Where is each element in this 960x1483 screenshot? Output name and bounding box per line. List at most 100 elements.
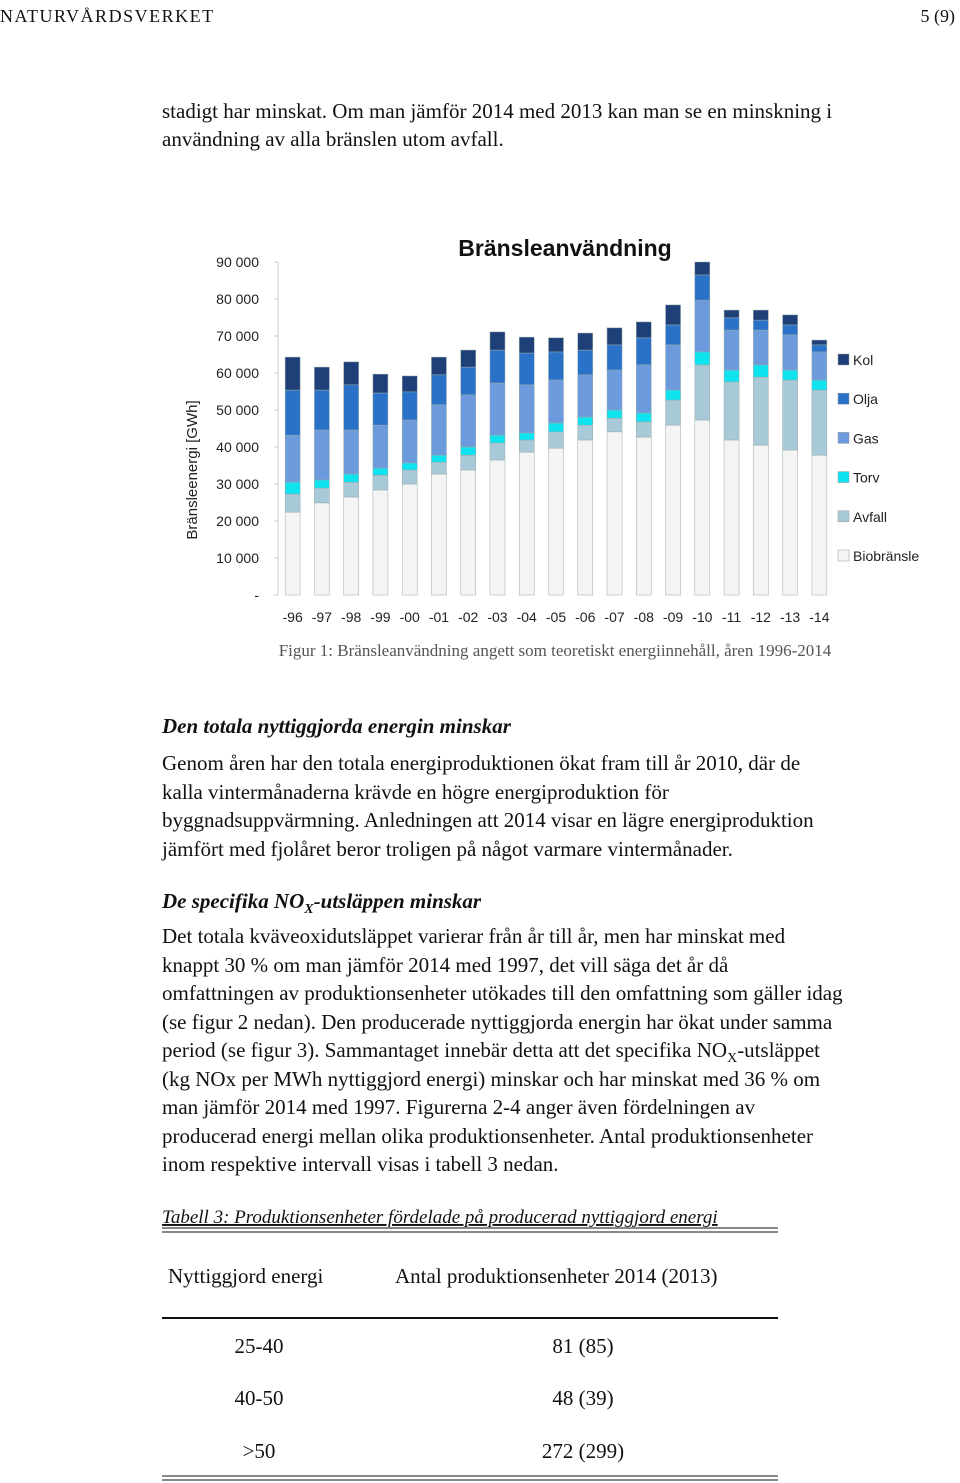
bar-segment (753, 309, 769, 321)
x-tick-label: -99 (370, 609, 390, 625)
bar-segment (665, 389, 681, 401)
bar-segment (694, 351, 711, 366)
bar-segment (343, 496, 359, 596)
x-tick-label: -03 (487, 609, 507, 625)
legend-swatch (837, 471, 850, 483)
legend-swatch (837, 549, 850, 562)
bar-segment (577, 349, 594, 376)
bar-segment (577, 332, 594, 351)
bar-segment (753, 329, 769, 366)
y-tick-label: - (254, 587, 259, 603)
x-tick-label: -13 (780, 609, 800, 625)
text-part: -utsläppet (737, 1038, 820, 1062)
bar-segment (811, 379, 828, 391)
bar-segment (284, 481, 301, 495)
bar-segment (665, 424, 681, 596)
bar-segment (431, 473, 447, 596)
bar-segment (489, 331, 506, 351)
y-tick-label: 70 000 (216, 328, 259, 344)
y-tick-label: 10 000 (216, 550, 259, 566)
heading: Den totala nyttiggjorda energin minskar (161, 714, 512, 738)
bar-segment (518, 439, 535, 453)
bar-segment (548, 447, 564, 596)
bar-segment (636, 412, 652, 423)
bar-segment (401, 462, 418, 471)
bar-segment (431, 461, 447, 475)
table-cell: >50 (243, 1439, 276, 1463)
legend-label: Olja (853, 391, 878, 407)
y-tick-label: 20 000 (216, 513, 259, 529)
text-line: (se figur 2 nedan). Den producerade nytt… (162, 1010, 833, 1034)
bar-segment (753, 364, 769, 378)
x-tick-label: -02 (458, 609, 478, 625)
bar-segment (577, 439, 594, 596)
text-line: Det totala kväveoxidutsläppet varierar f… (162, 924, 786, 948)
bar-segment (343, 473, 359, 483)
bar-segment (782, 449, 798, 596)
table-cell: 48 (39) (552, 1386, 613, 1410)
text-line: omfattningen av produktionsenheter utöka… (162, 981, 843, 1005)
bar-segment (518, 451, 535, 596)
text-line: stadigt har minskat. Om man jämför 2014 … (162, 99, 832, 123)
bar-segment (314, 366, 330, 391)
x-tick-label: -14 (809, 609, 829, 625)
x-tick-label: -06 (575, 609, 595, 625)
bar-segment (284, 434, 301, 483)
bar-segment (577, 416, 594, 426)
bar-segment (401, 391, 418, 421)
bar-segment (460, 394, 476, 448)
table-cell: 40-50 (235, 1386, 284, 1410)
bar-segment (314, 479, 330, 489)
chart-title: Bränsleanvändning (458, 235, 671, 261)
bar-segment (665, 304, 681, 326)
x-tick-label: -07 (604, 609, 624, 625)
bar-segment (606, 431, 623, 596)
bar-segment (665, 344, 681, 391)
text-line: användning av alla bränslen utom avfall. (162, 127, 504, 151)
table-cell: 81 (85) (552, 1334, 613, 1358)
bar-segment (811, 344, 828, 353)
bar-segment (548, 379, 564, 424)
bar-segment (606, 417, 623, 433)
bar-segment (401, 419, 418, 464)
bar-segment (753, 444, 769, 596)
bar-segment (782, 369, 798, 381)
bar-segment (811, 454, 828, 596)
legend-label: Avfall (853, 509, 887, 525)
bar-segment (665, 399, 681, 426)
header-right: 5 (9) (921, 6, 956, 27)
table-caption: Tabell 3: Produktionsenheter fördelade p… (162, 1207, 718, 1228)
bar-segment (460, 469, 476, 596)
bar-segment (636, 321, 652, 339)
bar-segment (460, 349, 476, 368)
bar-segment (811, 339, 828, 346)
table-header: Antal produktionsenheter 2014 (2013) (395, 1264, 718, 1288)
bar-segment (314, 502, 330, 596)
subscript: X (303, 902, 314, 917)
legend-swatch (837, 510, 850, 523)
legend-swatch (837, 392, 850, 405)
bar-segment (460, 454, 476, 471)
bar-segment (723, 439, 740, 596)
bar-segment (753, 319, 769, 331)
bar-segment (489, 382, 506, 436)
text-part: period (se figur 3). Sammantaget innebär… (162, 1038, 727, 1062)
bar-segment (636, 436, 652, 596)
bar-segment (372, 424, 389, 469)
bar-segment (401, 483, 418, 596)
bar-segment (636, 364, 652, 414)
heading-part: De specifika NO (161, 889, 304, 913)
x-tick-label: -97 (312, 609, 332, 625)
bar-segment (284, 511, 301, 596)
figure-caption: Figur 1: Bränsleanvändning angett som te… (279, 641, 832, 660)
x-tick-label: -09 (663, 609, 683, 625)
bar-segment (343, 429, 359, 475)
text-line: byggnadsuppvärmning. Anledningen att 201… (162, 808, 814, 832)
legend-swatch (837, 432, 850, 444)
bar-segment (372, 467, 389, 476)
text-line: man jämför 2014 med 1997. Figurerna 2-4 … (162, 1095, 756, 1119)
bar-segment (401, 375, 418, 393)
bar-segment (723, 309, 740, 319)
x-tick-label: -08 (634, 609, 654, 625)
bar-segment (694, 299, 711, 353)
